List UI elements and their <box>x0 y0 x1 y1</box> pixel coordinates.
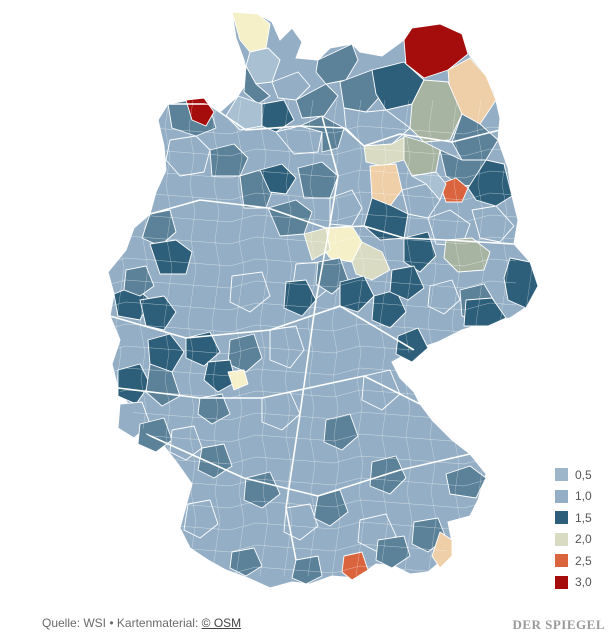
source-note: Quelle: WSI • Kartenmaterial: © OSM <box>42 616 241 630</box>
district-gridline <box>108 235 517 245</box>
district-gridline <box>108 257 517 267</box>
cloppenburg <box>165 135 211 177</box>
frankfurt-area <box>203 359 237 393</box>
source-text: Quelle: WSI <box>42 616 107 630</box>
district-gridline <box>403 99 413 577</box>
emden <box>185 97 215 127</box>
legend-label: 0,5 <box>575 467 592 482</box>
oberallgaeu <box>291 555 323 585</box>
hannover <box>267 199 313 237</box>
map-material-label: Kartenmaterial: <box>116 616 199 630</box>
meissen <box>427 279 461 315</box>
hildesheim <box>303 227 331 261</box>
state-border-line <box>117 375 421 405</box>
bullet-separator: • <box>109 616 114 630</box>
fulda <box>269 325 305 369</box>
district-gridline <box>108 169 517 179</box>
rendsburg <box>271 71 311 101</box>
bonn-region <box>145 363 181 407</box>
siegen <box>185 331 221 367</box>
cuxhaven <box>225 95 263 131</box>
district-gridline <box>108 323 517 333</box>
bautzen <box>463 297 507 327</box>
legend-item: 1,0 <box>555 488 607 506</box>
legend-item: 2,5 <box>555 552 607 570</box>
district-gridline <box>331 99 341 577</box>
celle <box>297 161 339 199</box>
legend-label: 2,5 <box>575 553 592 568</box>
stade <box>261 99 295 133</box>
berchtesgaden <box>431 531 453 569</box>
saarbruecken <box>137 417 173 453</box>
muenchen-south <box>375 535 411 569</box>
legend-label: 2,0 <box>575 532 592 547</box>
passau <box>445 465 487 499</box>
regensburg <box>369 455 407 495</box>
goerlitz <box>503 257 539 309</box>
osm-link[interactable]: © OSM <box>201 616 242 630</box>
legend-swatch <box>555 489 568 503</box>
legend-swatch <box>555 532 568 546</box>
district-gridline <box>108 213 517 223</box>
state-border-line <box>149 199 515 245</box>
legend-swatch <box>555 468 568 482</box>
germany-district-map <box>107 11 539 589</box>
legend-item: 3,0 <box>555 574 607 592</box>
segeberg <box>295 83 339 119</box>
district-gridline <box>427 99 437 577</box>
district-gridline <box>108 301 517 311</box>
district-regions <box>107 11 539 589</box>
district-gridline <box>108 433 517 443</box>
state-border-line <box>109 305 415 351</box>
garmisch <box>341 551 369 581</box>
district-gridline <box>355 99 365 577</box>
oldenburg <box>209 143 249 177</box>
mansfeld <box>351 241 391 281</box>
legend-swatch <box>555 511 568 525</box>
hochsauerland <box>229 271 271 313</box>
district-gridline <box>259 99 269 577</box>
leipzig <box>389 265 425 301</box>
legend-item: 0,5 <box>555 466 607 484</box>
kaiserslautern <box>169 425 203 461</box>
elbe-elster <box>443 237 491 273</box>
legend-label: 1,0 <box>575 489 592 504</box>
vorpommern-ruegen <box>403 23 469 79</box>
legend-swatch <box>555 554 568 568</box>
nordwestmecklenburg <box>339 69 385 113</box>
district-gridline <box>108 279 517 289</box>
legend-item: 1,5 <box>555 509 607 527</box>
dithmarschen <box>243 65 271 105</box>
legend-item: 2,0 <box>555 531 607 549</box>
state-border-line <box>145 433 471 497</box>
jerichower-land <box>401 183 441 219</box>
berlin <box>439 177 469 203</box>
district-gridline <box>235 99 245 577</box>
oder-spree <box>471 205 515 243</box>
verden <box>259 163 297 195</box>
map-legend: 0,5 1,0 1,5 2,0 2,5 3,0 <box>555 466 607 595</box>
legend-label: 3,0 <box>575 575 592 590</box>
legend-swatch <box>555 575 568 589</box>
mecklenburgische-seenplatte <box>409 79 463 143</box>
district-gridline <box>108 147 517 157</box>
erfurt <box>339 275 375 313</box>
aachen <box>117 363 151 405</box>
legend-label: 1,5 <box>575 510 592 525</box>
havelland <box>411 171 447 201</box>
district-gridline <box>523 99 533 577</box>
konstanz <box>229 547 263 577</box>
state-border-line <box>285 115 339 561</box>
district-gridline <box>108 191 517 201</box>
district-gridline <box>108 125 517 135</box>
koeln <box>147 333 185 373</box>
spiegel-logo: DER SPIEGEL <box>512 617 605 632</box>
mainz <box>197 393 231 425</box>
state-border-line <box>168 103 501 147</box>
ruhr-east <box>139 295 177 331</box>
district-gridline <box>211 99 221 577</box>
chemnitz <box>395 327 429 363</box>
district-gridline <box>379 99 389 577</box>
